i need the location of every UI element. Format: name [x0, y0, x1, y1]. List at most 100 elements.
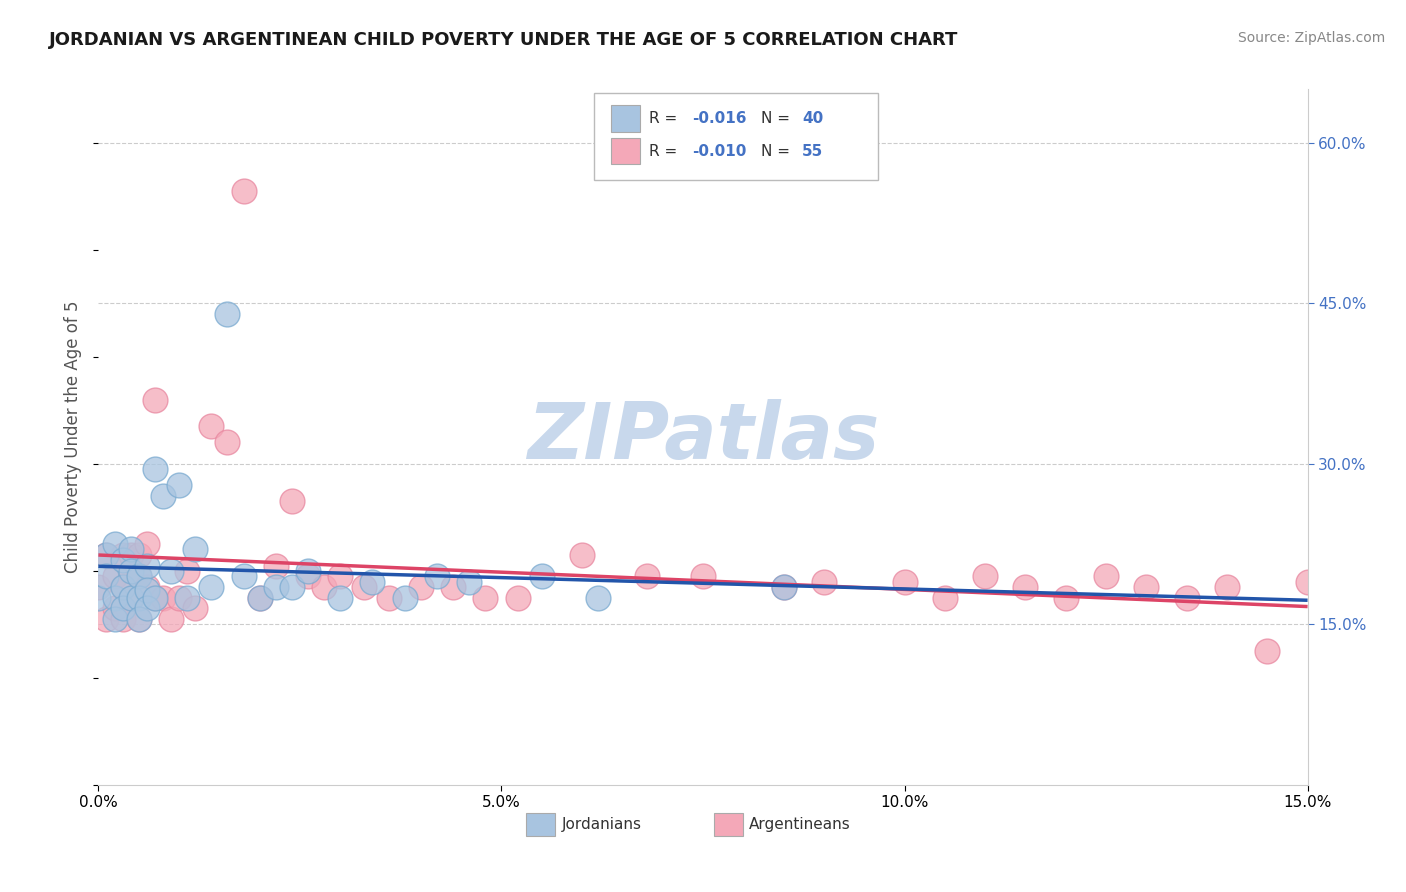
Point: [152, 489, 174, 503]
Point: [128, 612, 150, 626]
Point: [143, 591, 166, 605]
Point: [893, 574, 915, 589]
Point: [200, 419, 222, 434]
Point: [249, 591, 271, 605]
Point: [281, 494, 304, 508]
Point: [167, 478, 190, 492]
Point: [249, 591, 271, 605]
FancyBboxPatch shape: [612, 138, 640, 164]
Point: [394, 591, 416, 605]
Point: [128, 548, 150, 562]
Point: [1054, 591, 1077, 605]
Point: [636, 569, 658, 583]
FancyBboxPatch shape: [714, 814, 742, 836]
Point: [135, 558, 157, 573]
Point: [297, 564, 319, 578]
Point: [426, 569, 449, 583]
Text: Source: ZipAtlas.com: Source: ZipAtlas.com: [1237, 31, 1385, 45]
Point: [441, 580, 464, 594]
Point: [96, 548, 118, 562]
Point: [1296, 574, 1319, 589]
Point: [103, 569, 125, 583]
Point: [128, 569, 150, 583]
Point: [87, 580, 110, 594]
Point: [458, 574, 481, 589]
Text: R =: R =: [648, 111, 682, 126]
Point: [135, 537, 157, 551]
Point: [1376, 591, 1399, 605]
Point: [184, 601, 207, 615]
Text: Jordanians: Jordanians: [561, 817, 641, 832]
Point: [135, 601, 157, 615]
Point: [1014, 580, 1036, 594]
Point: [120, 591, 142, 605]
Point: [167, 591, 190, 605]
Point: [692, 569, 714, 583]
Point: [772, 580, 794, 594]
Text: R =: R =: [648, 144, 682, 159]
Point: [232, 184, 254, 198]
FancyBboxPatch shape: [526, 814, 555, 836]
Point: [143, 462, 166, 476]
Point: [184, 542, 207, 557]
Text: 55: 55: [803, 144, 824, 159]
Point: [135, 583, 157, 598]
Point: [120, 564, 142, 578]
Point: [111, 580, 134, 594]
Point: [160, 564, 183, 578]
Point: [103, 537, 125, 551]
Point: [152, 591, 174, 605]
Point: [200, 580, 222, 594]
Point: [135, 580, 157, 594]
Point: [772, 580, 794, 594]
Text: 40: 40: [803, 111, 824, 126]
Point: [1256, 644, 1278, 658]
Point: [111, 553, 134, 567]
Text: N =: N =: [761, 111, 794, 126]
Point: [1337, 681, 1360, 696]
Text: -0.016: -0.016: [692, 111, 747, 126]
Point: [120, 542, 142, 557]
Point: [232, 569, 254, 583]
Point: [103, 612, 125, 626]
Point: [96, 569, 118, 583]
Point: [813, 574, 835, 589]
Point: [176, 564, 198, 578]
Point: [128, 612, 150, 626]
Point: [96, 548, 118, 562]
Point: [111, 601, 134, 615]
Point: [329, 591, 352, 605]
Point: [1216, 580, 1239, 594]
Point: [281, 580, 304, 594]
Point: [217, 435, 239, 450]
Point: [474, 591, 496, 605]
Point: [143, 591, 166, 605]
Point: [571, 548, 593, 562]
Y-axis label: Child Poverty Under the Age of 5: Child Poverty Under the Age of 5: [65, 301, 83, 574]
FancyBboxPatch shape: [595, 93, 879, 179]
Text: ZIPatlas: ZIPatlas: [527, 399, 879, 475]
Point: [143, 392, 166, 407]
Point: [103, 591, 125, 605]
Point: [111, 548, 134, 562]
Point: [361, 574, 384, 589]
Point: [87, 591, 110, 605]
Point: [297, 569, 319, 583]
Point: [96, 612, 118, 626]
Point: [974, 569, 997, 583]
Point: [176, 591, 198, 605]
Point: [530, 569, 553, 583]
Point: [377, 591, 399, 605]
Point: [314, 580, 336, 594]
Point: [506, 591, 529, 605]
Point: [353, 580, 375, 594]
Point: [120, 591, 142, 605]
Point: [934, 591, 956, 605]
Point: [128, 591, 150, 605]
Point: [160, 612, 183, 626]
Point: [103, 601, 125, 615]
Point: [264, 580, 287, 594]
Point: [329, 569, 352, 583]
Text: -0.010: -0.010: [692, 144, 747, 159]
Point: [586, 591, 609, 605]
